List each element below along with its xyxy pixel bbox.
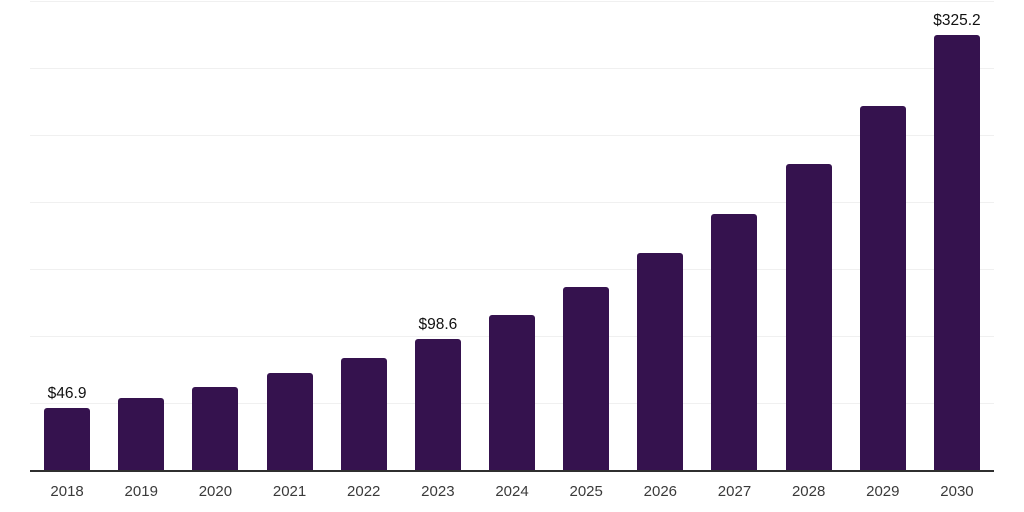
bar-slot-2027 (697, 2, 771, 471)
gridline-300 (30, 68, 994, 69)
x-tick-label-2019: 2019 (124, 483, 158, 500)
bar-2029 (859, 105, 906, 471)
bar-2028 (785, 164, 832, 471)
x-tick-label-2023: 2023 (421, 483, 455, 500)
bar-2023: $98.6 (414, 316, 461, 471)
bar-slot-2026 (623, 2, 697, 471)
bar-2021 (266, 373, 313, 471)
bar-slot-2020 (178, 2, 252, 471)
bar-slot-2028 (772, 2, 846, 471)
gridline-250 (30, 135, 994, 136)
x-tick-label-2020: 2020 (198, 483, 233, 500)
gridline-200 (30, 202, 994, 203)
x-tick-label-2027: 2027 (717, 483, 752, 500)
x-tick-label-2026: 2026 (643, 483, 678, 500)
x-tick-label-2025: 2025 (569, 483, 603, 500)
bar-2024 (489, 315, 536, 471)
plot-area: $46.9 $98.6 $325.2 (30, 1, 994, 472)
bar-slot-2030: $325.2 (920, 2, 994, 471)
x-axis-line (30, 470, 994, 472)
bar-slot-2029 (846, 2, 920, 471)
bar-2025 (563, 287, 610, 471)
x-tick-label-2028: 2028 (791, 483, 826, 500)
bar-slot-2022 (327, 2, 401, 471)
x-tick-label-2022: 2022 (347, 483, 381, 500)
gridline-350 (30, 1, 994, 2)
x-tick-label-2018: 2018 (50, 483, 84, 500)
x-axis-tick-labels: 2018 2019 2020 2021 2022 2023 2024 2025 2026 2027… (30, 482, 994, 502)
x-tick-label-2024: 2024 (495, 483, 529, 500)
bar-2020 (192, 386, 239, 471)
bar-2018: $46.9 (44, 385, 91, 471)
data-label-2018: $46.9 (47, 385, 87, 403)
bar-2030: $325.2 (933, 12, 981, 471)
bar-slot-2025 (549, 2, 623, 471)
bar-slot-2018: $46.9 (30, 2, 104, 471)
bar-2019 (118, 398, 165, 471)
bar-2026 (637, 253, 684, 471)
gridline-150 (30, 269, 994, 270)
x-tick-label-2021: 2021 (272, 483, 307, 500)
data-label-2023: $98.6 (418, 315, 458, 333)
bar-slot-2023: $98.6 (401, 2, 475, 471)
bar-slot-2024 (475, 2, 549, 471)
data-label-2030: $325.2 (933, 12, 981, 30)
bar-slot-2019 (104, 2, 178, 471)
bar-2027 (711, 214, 758, 471)
x-tick-label-2029: 2029 (866, 483, 900, 500)
bar-slot-2021 (252, 2, 326, 471)
bar-2022 (340, 357, 387, 471)
x-tick-label-2030: 2030 (940, 483, 974, 500)
bar-series: $46.9 $98.6 $325.2 (30, 2, 994, 471)
